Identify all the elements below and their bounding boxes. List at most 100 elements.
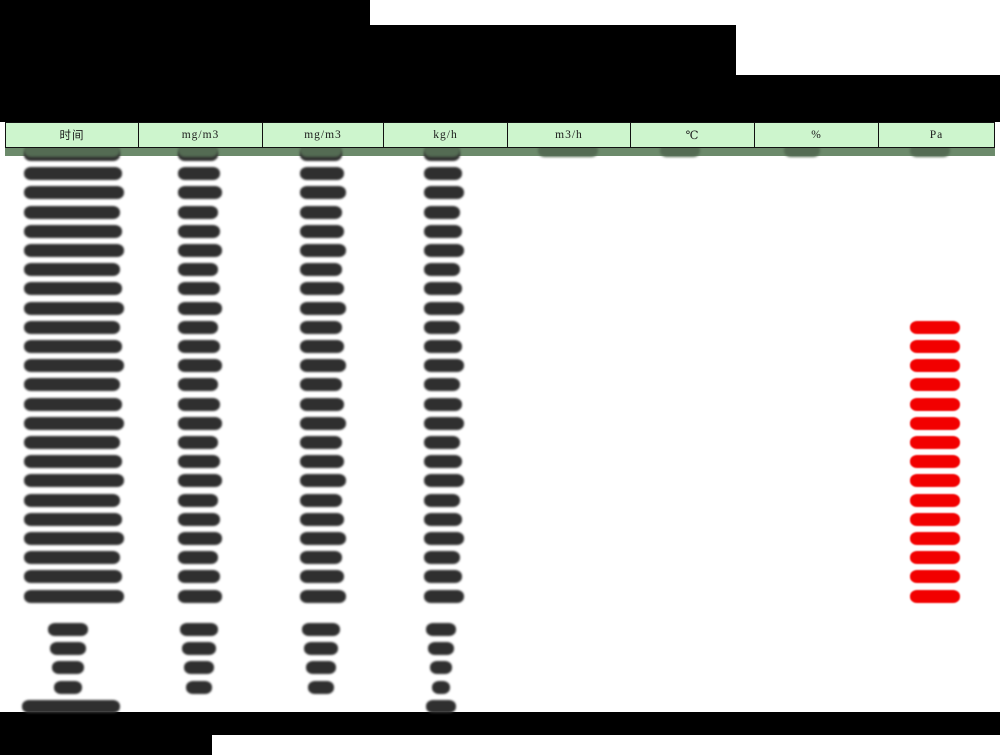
column-header-pa[interactable]: Pa xyxy=(879,123,994,147)
obscured-cell-value xyxy=(24,205,120,219)
obscured-cell-value xyxy=(306,661,336,675)
obscured-cell-value xyxy=(424,551,460,565)
column-header-percent[interactable]: % xyxy=(755,123,879,147)
obscured-cell-value xyxy=(24,167,122,181)
obscured-cell-value xyxy=(24,263,120,277)
obscured-cell-value xyxy=(910,570,960,584)
obscured-cell-value xyxy=(910,455,960,469)
table-row[interactable] xyxy=(0,359,1000,378)
obscured-cell-value xyxy=(424,359,464,373)
table-row[interactable] xyxy=(0,532,1000,551)
summary-row[interactable] xyxy=(0,699,1000,719)
obscured-cell-value xyxy=(304,642,338,656)
table-row[interactable] xyxy=(0,589,1000,609)
obscured-cell-value xyxy=(910,436,960,449)
obscured-cell-value xyxy=(178,455,220,469)
obscured-cell-value xyxy=(424,436,460,449)
table-row[interactable] xyxy=(0,301,1000,321)
table-row[interactable] xyxy=(0,570,1000,589)
obscured-cell-value xyxy=(178,551,218,565)
obscured-cell-value xyxy=(184,661,214,675)
table-row[interactable] xyxy=(0,224,1000,244)
table-row[interactable] xyxy=(0,263,1000,282)
obscured-cell-value xyxy=(182,642,216,656)
column-header-mgm3-b[interactable]: mg/m3 xyxy=(263,123,384,147)
obscured-cell-value xyxy=(178,359,222,373)
obscured-cell-value xyxy=(24,320,120,334)
column-header-mgm3-a[interactable]: mg/m3 xyxy=(139,123,263,147)
obscured-cell-value xyxy=(300,589,346,603)
obscured-cell-value xyxy=(178,474,222,488)
column-header-kgh[interactable]: kg/h xyxy=(384,123,508,147)
obscured-cell-value xyxy=(178,186,222,200)
table-row[interactable] xyxy=(0,512,1000,532)
table-row[interactable] xyxy=(0,397,1000,417)
obscured-cell-value xyxy=(424,378,460,392)
table-row[interactable] xyxy=(0,378,1000,397)
obscured-cell-value xyxy=(300,320,342,334)
obscured-cell-value xyxy=(300,397,344,411)
summary-row[interactable] xyxy=(0,623,1000,642)
summary-row[interactable] xyxy=(0,680,1000,700)
obscured-cell-value xyxy=(22,699,120,713)
summary-row[interactable] xyxy=(0,642,1000,661)
obscured-cell-value xyxy=(24,589,124,603)
obscured-cell-value xyxy=(180,623,218,636)
summary-row[interactable] xyxy=(0,661,1000,680)
obscured-cell-value xyxy=(48,623,88,636)
obscured-cell-value xyxy=(424,493,460,507)
redaction-mask-bottom-left xyxy=(0,735,212,755)
obscured-cell-value xyxy=(424,532,464,545)
obscured-cell-value xyxy=(178,512,220,526)
obscured-cell-value xyxy=(300,416,346,430)
table-row[interactable] xyxy=(0,340,1000,359)
column-header-celsius[interactable]: ℃ xyxy=(631,123,755,147)
column-header-time[interactable]: 时间 xyxy=(6,123,139,147)
obscured-cell-value xyxy=(24,282,122,296)
obscured-cell-value xyxy=(302,623,340,636)
obscured-cell-value xyxy=(24,397,122,411)
obscured-cell-value xyxy=(300,474,346,488)
obscured-cell-value xyxy=(910,474,960,488)
obscured-cell-value xyxy=(910,551,960,565)
obscured-cell-value xyxy=(24,570,122,584)
obscured-cell-value xyxy=(424,205,460,219)
table-row[interactable] xyxy=(0,205,1000,225)
table-row[interactable] xyxy=(0,551,1000,570)
header-underline-band xyxy=(5,147,995,156)
obscured-cell-value xyxy=(308,680,334,694)
obscured-cell-value xyxy=(24,224,122,238)
table-row[interactable] xyxy=(0,320,1000,340)
obscured-cell-value xyxy=(178,570,220,584)
obscured-cell-value xyxy=(24,436,120,449)
obscured-cell-value xyxy=(300,551,342,565)
obscured-cell-value xyxy=(428,642,454,656)
obscured-cell-value xyxy=(24,551,120,565)
column-header-m3h[interactable]: m3/h xyxy=(508,123,631,147)
obscured-cell-value xyxy=(178,224,220,238)
obscured-cell-value xyxy=(178,263,218,277)
table-row[interactable] xyxy=(0,282,1000,301)
obscured-cell-value xyxy=(178,301,222,315)
obscured-cell-value xyxy=(300,244,346,257)
obscured-cell-value xyxy=(50,642,86,656)
table-row[interactable] xyxy=(0,455,1000,474)
obscured-cell-value xyxy=(430,661,452,675)
obscured-cell-value xyxy=(24,340,122,353)
obscured-cell-value xyxy=(24,359,124,373)
table-row[interactable] xyxy=(0,167,1000,186)
obscured-cell-value xyxy=(178,244,222,257)
obscured-cell-value xyxy=(178,378,218,392)
table-row[interactable] xyxy=(0,436,1000,455)
table-row[interactable] xyxy=(0,186,1000,205)
obscured-cell-value xyxy=(300,493,342,507)
obscured-cell-value xyxy=(910,589,960,603)
table-row[interactable] xyxy=(0,416,1000,436)
obscured-cell-value xyxy=(424,224,462,238)
obscured-cell-value xyxy=(300,455,344,469)
table-row[interactable] xyxy=(0,244,1000,263)
obscured-cell-value xyxy=(424,455,462,469)
table-row[interactable] xyxy=(0,474,1000,493)
table-row[interactable] xyxy=(0,493,1000,513)
